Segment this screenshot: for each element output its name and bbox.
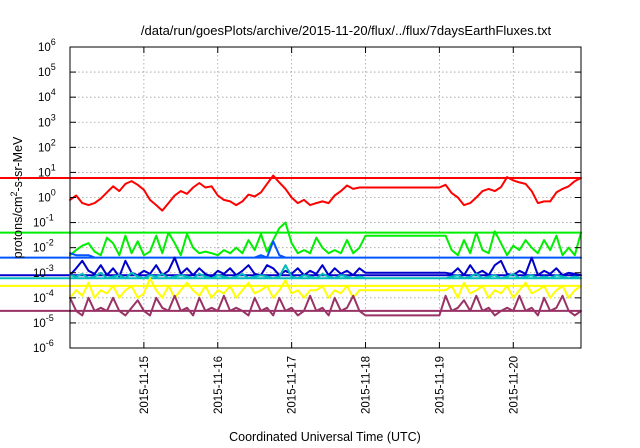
y-tick-label: 10-1: [33, 213, 54, 230]
x-tick-label: 2015-11-16: [213, 356, 225, 414]
series-line-5: [0, 264, 582, 280]
y-tick-label: 101: [38, 162, 56, 179]
y-tick-label: 100: [38, 188, 56, 205]
y-tick-label: 10-5: [33, 313, 54, 330]
y-tick-label: 10-2: [33, 238, 54, 255]
y-axis-ticks: 10-6 10-5 10-4 10-3 10-2 10-1 100 101 102 103 104 1…: [33, 37, 581, 355]
chart-title: /data/run/goesPlots/archive/2015-11-20/f…: [141, 23, 552, 38]
x-tick-label: 2015-11-18: [361, 356, 373, 414]
series-line-4: [0, 256, 582, 278]
x-tick-label: 2015-11-17: [287, 356, 299, 414]
y-tick-label: 106: [38, 37, 56, 54]
x-axis-ticks: 2015-11-15 2015-11-16 2015-11-17 2015-11-18…: [139, 47, 520, 414]
series-lines: [0, 174, 582, 317]
y-tick-label: 102: [38, 137, 56, 154]
series-line-3: [0, 240, 582, 259]
x-tick-label: 2015-11-15: [139, 356, 151, 414]
series-line-6: [0, 277, 582, 299]
y-tick-label: 10-3: [33, 263, 54, 280]
grid-lines: [70, 47, 581, 348]
y-tick-label: 10-4: [33, 288, 54, 305]
series-line-7: [0, 294, 582, 317]
y-tick-label: 10-6: [33, 338, 54, 355]
y-tick-label: 103: [38, 112, 56, 129]
x-tick-label: 2015-11-19: [434, 356, 446, 414]
y-tick-label: 104: [38, 87, 56, 104]
y-axis-label: protons/cm2-s-sr-MeV: [9, 136, 25, 258]
y-tick-label: 105: [38, 62, 56, 79]
series-line-2: [0, 221, 582, 257]
x-tick-label: 2015-11-20: [508, 356, 520, 414]
series-line-1: [0, 174, 582, 212]
x-axis-label: Coordinated Universal Time (UTC): [229, 430, 421, 444]
